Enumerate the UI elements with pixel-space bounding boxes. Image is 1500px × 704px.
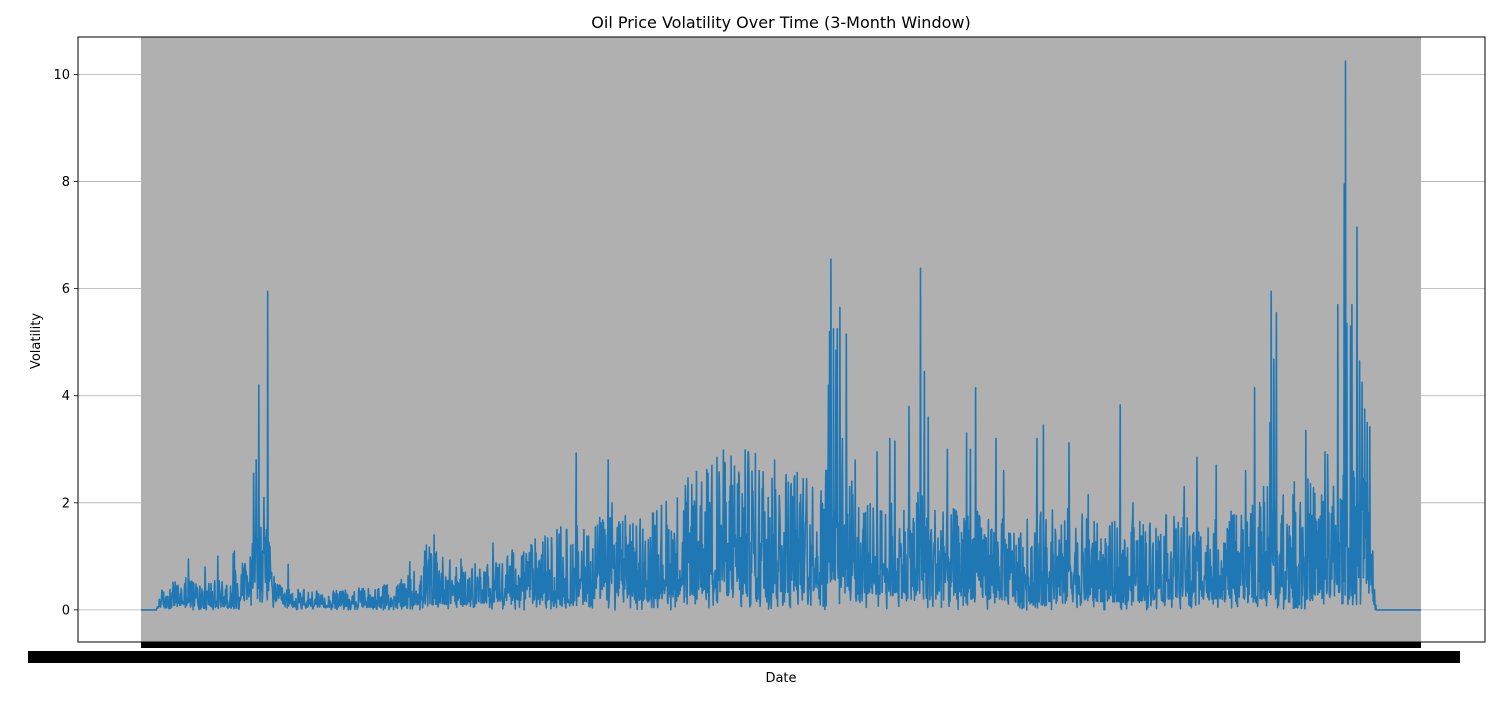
y-tick-label: 8	[62, 175, 70, 190]
y-tick-label: 4	[62, 389, 70, 404]
chart-title: Oil Price Volatility Over Time (3-Month …	[591, 13, 970, 32]
x-tick-labels	[28, 651, 1460, 663]
y-tick-label: 2	[62, 496, 70, 511]
x-axis-label: Date	[765, 671, 796, 686]
x-tick-marks	[141, 642, 1421, 648]
y-tick-label: 0	[62, 603, 70, 618]
volatility-series-line	[140, 60, 1422, 611]
y-tick-label: 6	[62, 282, 70, 297]
y-tick-label: 10	[53, 68, 70, 83]
y-axis-label: Volatility	[29, 313, 44, 369]
